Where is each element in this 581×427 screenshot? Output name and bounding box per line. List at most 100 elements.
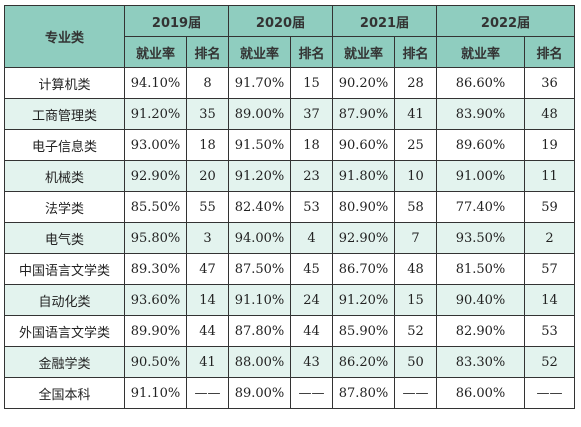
table-row: 机械类 92.90% 20 91.20% 23 91.80% 10 91.00% 11 <box>4 160 575 192</box>
employment-rate-cell: 86.20% <box>332 346 395 378</box>
table-row: 自动化类 93.60% 14 91.10% 24 91.20% 15 90.40% 14 <box>4 284 575 316</box>
table-row: 金融学类 90.50% 41 88.00% 43 86.20% 50 83.30% 52 <box>4 346 575 378</box>
rank-cell: —— <box>186 377 229 409</box>
header-employment-2022: 就业率 <box>436 36 525 68</box>
table-row: 电气类 95.80% 3 94.00% 4 92.90% 7 93.50% 2 <box>4 222 575 254</box>
rank-cell: —— <box>290 377 333 409</box>
employment-rate-cell: 91.70% <box>228 67 291 99</box>
major-cell: 机械类 <box>4 160 125 192</box>
rank-cell: 57 <box>524 253 575 285</box>
rank-cell: 41 <box>186 346 229 378</box>
rank-cell: 23 <box>290 160 333 192</box>
rank-cell: —— <box>524 377 575 409</box>
rank-cell: 3 <box>186 222 229 254</box>
table-row: 全国本科 91.10% —— 89.00% —— 87.80% —— 86.00% —— <box>4 377 575 409</box>
employment-rate-cell: 81.50% <box>436 253 525 285</box>
major-cell: 中国语言文学类 <box>4 253 125 285</box>
rank-cell: 48 <box>394 253 437 285</box>
employment-rate-cell: 86.70% <box>332 253 395 285</box>
major-cell: 外国语言文学类 <box>4 315 125 347</box>
employment-rate-cell: 94.00% <box>228 222 291 254</box>
employment-rate-cell: 87.90% <box>332 98 395 130</box>
rank-cell: 59 <box>524 191 575 223</box>
employment-rate-cell: 93.50% <box>436 222 525 254</box>
major-cell: 全国本科 <box>4 377 125 409</box>
employment-rate-cell: 89.60% <box>436 129 525 161</box>
employment-rate-cell: 94.10% <box>124 67 187 99</box>
rank-cell: 52 <box>394 315 437 347</box>
rank-cell: 20 <box>186 160 229 192</box>
table-row: 中国语言文学类 89.30% 47 87.50% 45 86.70% 48 81.50% 57 <box>4 253 575 285</box>
rank-cell: 50 <box>394 346 437 378</box>
employment-rate-cell: 82.90% <box>436 315 525 347</box>
employment-rate-cell: 91.10% <box>124 377 187 409</box>
major-cell: 计算机类 <box>4 67 125 99</box>
header-rank-2021: 排名 <box>394 36 437 68</box>
rank-cell: 14 <box>186 284 229 316</box>
rank-cell: 25 <box>394 129 437 161</box>
rank-cell: 24 <box>290 284 333 316</box>
employment-rate-cell: 89.90% <box>124 315 187 347</box>
rank-cell: 2 <box>524 222 575 254</box>
rank-cell: —— <box>394 377 437 409</box>
rank-cell: 28 <box>394 67 437 99</box>
rank-cell: 15 <box>394 284 437 316</box>
employment-rate-cell: 90.40% <box>436 284 525 316</box>
rank-cell: 4 <box>290 222 333 254</box>
table-row: 计算机类 94.10% 8 91.70% 15 90.20% 28 86.60% 36 <box>4 67 575 99</box>
rank-cell: 18 <box>186 129 229 161</box>
rank-cell: 55 <box>186 191 229 223</box>
header-employment-2021: 就业率 <box>332 36 395 68</box>
employment-rate-cell: 92.90% <box>332 222 395 254</box>
header-rank-2019: 排名 <box>186 36 229 68</box>
employment-rate-cell: 90.50% <box>124 346 187 378</box>
employment-rate-cell: 85.90% <box>332 315 395 347</box>
employment-rate-cell: 93.60% <box>124 284 187 316</box>
rank-cell: 18 <box>290 129 333 161</box>
header-rank-2020: 排名 <box>290 36 333 68</box>
employment-rate-cell: 91.80% <box>332 160 395 192</box>
major-cell: 自动化类 <box>4 284 125 316</box>
rank-cell: 58 <box>394 191 437 223</box>
employment-rate-cell: 80.90% <box>332 191 395 223</box>
employment-table: 专业类 2019届 2020届 2021届 2022届 就业率 排名 就业率 排… <box>4 5 575 409</box>
table-row: 法学类 85.50% 55 82.40% 53 80.90% 58 77.40% 59 <box>4 191 575 223</box>
rank-cell: 8 <box>186 67 229 99</box>
table-body: 计算机类 94.10% 8 91.70% 15 90.20% 28 86.60% 36 工商管理类… <box>4 67 575 409</box>
table-row: 外国语言文学类 89.90% 44 87.80% 44 85.90% 52 82.90% 53 <box>4 315 575 347</box>
rank-cell: 10 <box>394 160 437 192</box>
rank-cell: 44 <box>186 315 229 347</box>
employment-rate-cell: 83.30% <box>436 346 525 378</box>
major-cell: 电子信息类 <box>4 129 125 161</box>
header-year-2019: 2019届 <box>124 5 229 37</box>
employment-rate-cell: 91.20% <box>228 160 291 192</box>
employment-rate-cell: 91.10% <box>228 284 291 316</box>
employment-rate-cell: 90.20% <box>332 67 395 99</box>
employment-rate-cell: 87.50% <box>228 253 291 285</box>
employment-rate-cell: 85.50% <box>124 191 187 223</box>
employment-rate-cell: 87.80% <box>228 315 291 347</box>
employment-rate-cell: 91.20% <box>124 98 187 130</box>
rank-cell: 44 <box>290 315 333 347</box>
rank-cell: 53 <box>290 191 333 223</box>
header-major: 专业类 <box>4 5 125 68</box>
rank-cell: 47 <box>186 253 229 285</box>
major-cell: 电气类 <box>4 222 125 254</box>
header-row-sub: 就业率 排名 就业率 排名 就业率 排名 就业率 排名 <box>5 36 575 68</box>
rank-cell: 41 <box>394 98 437 130</box>
employment-rate-cell: 89.00% <box>228 98 291 130</box>
header-rank-2022: 排名 <box>524 36 575 68</box>
employment-rate-cell: 95.80% <box>124 222 187 254</box>
employment-rate-cell: 89.00% <box>228 377 291 409</box>
employment-rate-cell: 86.00% <box>436 377 525 409</box>
employment-rate-cell: 92.90% <box>124 160 187 192</box>
header-employment-2020: 就业率 <box>228 36 291 68</box>
table-row: 电子信息类 93.00% 18 91.50% 18 90.60% 25 89.60% 19 <box>4 129 575 161</box>
major-cell: 法学类 <box>4 191 125 223</box>
header-row-years: 专业类 2019届 2020届 2021届 2022届 <box>4 5 575 68</box>
employment-rate-cell: 91.20% <box>332 284 395 316</box>
rank-cell: 14 <box>524 284 575 316</box>
header-year-2022: 2022届 <box>436 5 575 37</box>
table-row: 工商管理类 91.20% 35 89.00% 37 87.90% 41 83.90% 48 <box>4 98 575 130</box>
